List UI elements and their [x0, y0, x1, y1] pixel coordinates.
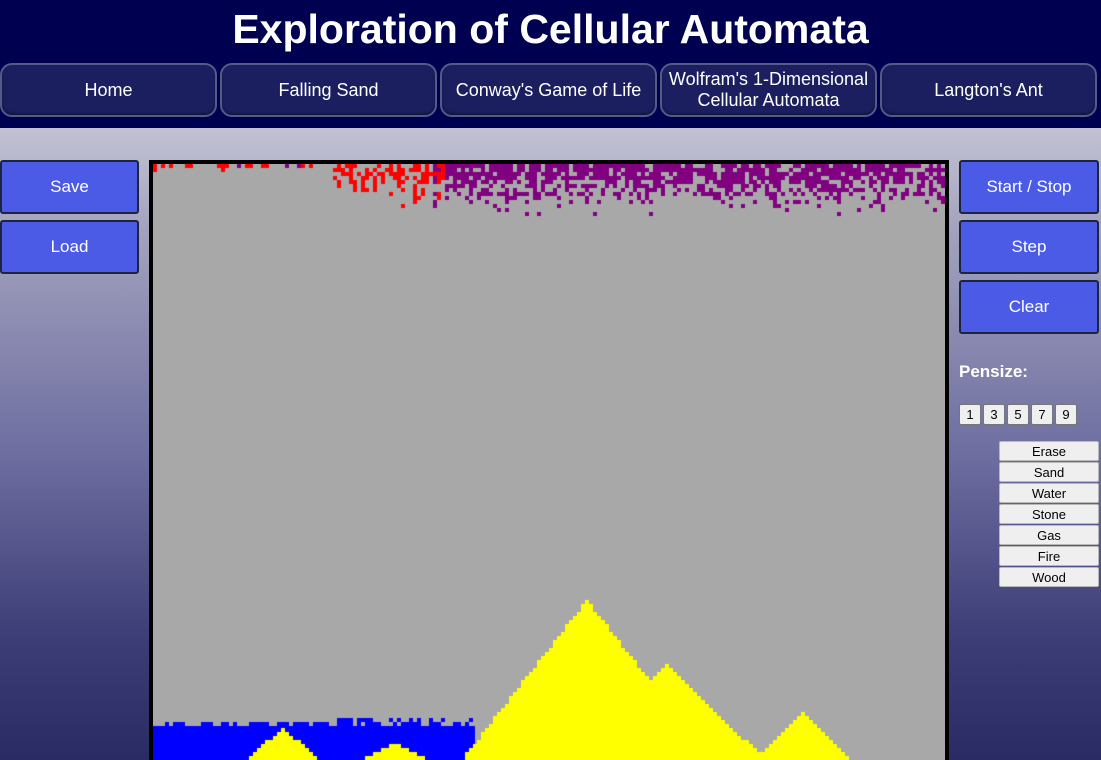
material-fire-button[interactable]: Fire: [999, 546, 1099, 566]
pensize-button-3[interactable]: 3: [983, 404, 1005, 425]
simulation-canvas[interactable]: [153, 164, 945, 760]
page-title: Exploration of Cellular Automata: [232, 6, 869, 52]
material-sand-button[interactable]: Sand: [999, 462, 1099, 482]
start-stop-button[interactable]: Start / Stop: [959, 160, 1099, 214]
nav-wolfram-button[interactable]: Wolfram's 1-Dimensional Cellular Automat…: [660, 63, 877, 117]
nav-home-button[interactable]: Home: [0, 63, 217, 117]
material-gas-button[interactable]: Gas: [999, 525, 1099, 545]
nav-langtons-ant-button[interactable]: Langton's Ant: [880, 63, 1097, 117]
pensize-button-9[interactable]: 9: [1055, 404, 1077, 425]
pensize-label: Pensize:: [959, 362, 1028, 381]
pensize-button-1[interactable]: 1: [959, 404, 981, 425]
material-wood-button[interactable]: Wood: [999, 567, 1099, 587]
material-water-button[interactable]: Water: [999, 483, 1099, 503]
save-button[interactable]: Save: [0, 160, 139, 214]
pensize-button-7[interactable]: 7: [1031, 404, 1053, 425]
header-bar: Exploration of Cellular Automata Home Fa…: [0, 0, 1101, 128]
step-button[interactable]: Step: [959, 220, 1099, 274]
material-erase-button[interactable]: Erase: [999, 441, 1099, 461]
load-button[interactable]: Load: [0, 220, 139, 274]
pensize-button-5[interactable]: 5: [1007, 404, 1029, 425]
nav-falling-sand-button[interactable]: Falling Sand: [220, 63, 437, 117]
simulation-canvas-frame[interactable]: [149, 160, 949, 760]
material-stone-button[interactable]: Stone: [999, 504, 1099, 524]
clear-button[interactable]: Clear: [959, 280, 1099, 334]
nav-game-of-life-button[interactable]: Conway's Game of Life: [440, 63, 657, 117]
